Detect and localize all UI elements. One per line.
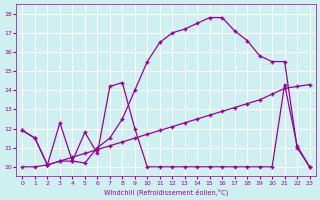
X-axis label: Windchill (Refroidissement éolien,°C): Windchill (Refroidissement éolien,°C) [104, 188, 228, 196]
